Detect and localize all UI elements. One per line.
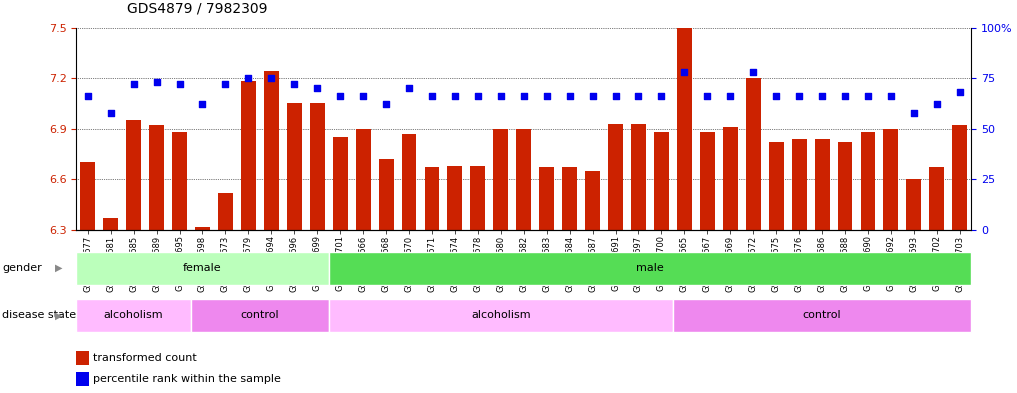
Text: ▶: ▶ bbox=[55, 263, 63, 273]
Bar bbox=[608, 124, 623, 230]
Bar bbox=[310, 103, 324, 230]
Bar bbox=[126, 120, 141, 230]
Point bbox=[194, 101, 211, 108]
Bar bbox=[631, 124, 646, 230]
Bar bbox=[104, 218, 118, 230]
Bar bbox=[585, 171, 600, 230]
Text: control: control bbox=[802, 310, 841, 320]
Point bbox=[539, 93, 555, 99]
Point bbox=[218, 81, 234, 87]
Point bbox=[952, 89, 968, 95]
Point bbox=[492, 93, 508, 99]
Point bbox=[263, 75, 280, 81]
Bar bbox=[930, 167, 944, 230]
Bar bbox=[333, 137, 348, 230]
Point bbox=[906, 109, 922, 116]
Bar bbox=[471, 166, 485, 230]
Point bbox=[607, 93, 623, 99]
Point bbox=[125, 81, 141, 87]
Point bbox=[929, 101, 945, 108]
Bar bbox=[328, 299, 673, 332]
Point bbox=[859, 93, 876, 99]
Bar bbox=[952, 125, 967, 230]
Bar bbox=[402, 134, 417, 230]
Bar bbox=[287, 103, 302, 230]
Text: alcoholism: alcoholism bbox=[104, 310, 164, 320]
Point bbox=[240, 75, 256, 81]
Point bbox=[791, 93, 807, 99]
Text: percentile rank within the sample: percentile rank within the sample bbox=[93, 374, 281, 384]
Point bbox=[768, 93, 784, 99]
Bar bbox=[539, 167, 554, 230]
Bar bbox=[493, 129, 508, 230]
Text: ▶: ▶ bbox=[55, 310, 63, 320]
Point bbox=[516, 93, 532, 99]
Bar bbox=[700, 132, 715, 230]
Bar bbox=[191, 299, 328, 332]
Bar bbox=[884, 129, 898, 230]
Bar bbox=[673, 299, 971, 332]
Bar bbox=[149, 125, 164, 230]
Bar bbox=[745, 78, 761, 230]
Point bbox=[309, 85, 325, 91]
Point bbox=[653, 93, 669, 99]
Point bbox=[745, 69, 762, 75]
Bar bbox=[562, 167, 577, 230]
Point bbox=[286, 81, 302, 87]
Bar bbox=[677, 28, 692, 230]
Point bbox=[172, 81, 188, 87]
Bar bbox=[447, 166, 463, 230]
Bar bbox=[906, 179, 921, 230]
Text: alcoholism: alcoholism bbox=[471, 310, 531, 320]
Point bbox=[722, 93, 738, 99]
Point bbox=[148, 79, 165, 85]
Bar bbox=[76, 252, 328, 285]
Point bbox=[631, 93, 647, 99]
Bar bbox=[791, 139, 806, 230]
Bar bbox=[517, 129, 531, 230]
Text: male: male bbox=[636, 263, 664, 273]
Bar bbox=[654, 132, 669, 230]
Point bbox=[676, 69, 693, 75]
Bar bbox=[172, 132, 187, 230]
Point bbox=[837, 93, 853, 99]
Point bbox=[332, 93, 348, 99]
Bar bbox=[76, 299, 191, 332]
Point bbox=[883, 93, 899, 99]
Point bbox=[561, 93, 578, 99]
Point bbox=[700, 93, 716, 99]
Bar bbox=[815, 139, 830, 230]
Point bbox=[79, 93, 96, 99]
Bar bbox=[378, 159, 394, 230]
Bar bbox=[195, 226, 210, 230]
Point bbox=[470, 93, 486, 99]
Point bbox=[103, 109, 119, 116]
Point bbox=[446, 93, 463, 99]
Point bbox=[378, 101, 395, 108]
Point bbox=[401, 85, 417, 91]
Bar bbox=[424, 167, 439, 230]
Text: female: female bbox=[183, 263, 222, 273]
Point bbox=[814, 93, 830, 99]
Text: transformed count: transformed count bbox=[93, 353, 196, 363]
Bar bbox=[769, 142, 784, 230]
Text: disease state: disease state bbox=[2, 310, 76, 320]
Bar bbox=[263, 72, 279, 230]
Bar bbox=[860, 132, 876, 230]
Point bbox=[424, 93, 440, 99]
Bar bbox=[328, 252, 971, 285]
Text: GDS4879 / 7982309: GDS4879 / 7982309 bbox=[127, 2, 267, 16]
Text: control: control bbox=[241, 310, 280, 320]
Point bbox=[585, 93, 601, 99]
Bar bbox=[241, 81, 256, 230]
Text: gender: gender bbox=[2, 263, 42, 273]
Bar bbox=[356, 129, 370, 230]
Bar bbox=[838, 142, 852, 230]
Bar bbox=[80, 162, 96, 230]
Point bbox=[355, 93, 371, 99]
Bar bbox=[218, 193, 233, 230]
Bar bbox=[723, 127, 737, 230]
